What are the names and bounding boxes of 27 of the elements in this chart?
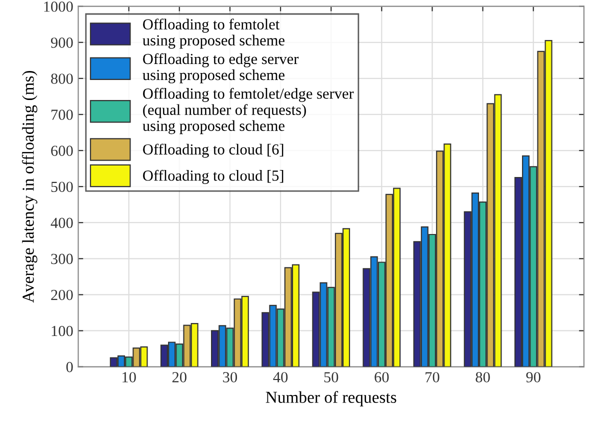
x-tick-label: 70	[426, 372, 440, 382]
x-tick-label: 40	[273, 372, 288, 382]
y-tick-label: 400	[50, 218, 73, 228]
y-tick-label: 200	[51, 290, 73, 300]
y-tick-label: 0	[66, 362, 73, 372]
y-tick-label: 600	[51, 146, 73, 156]
legend-label: Offloading to cloud [6]	[143, 144, 284, 158]
y-tick-label: 900	[50, 38, 73, 48]
x-tick-label: 60	[374, 372, 389, 382]
x-tick-label: 10	[122, 372, 136, 382]
y-tick-label: 800	[51, 74, 73, 84]
x-tick-label: 20	[172, 372, 186, 382]
y-tick-label: 700	[51, 110, 73, 120]
x-tick-label: 80	[476, 372, 490, 382]
x-tick-label: 30	[223, 372, 238, 382]
legend-label: Offloading to edge server using proposed scheme	[142, 53, 299, 84]
y-tick-label: 100	[52, 326, 73, 336]
legend-label: Offloading to cloud [5]	[143, 170, 284, 184]
y-tick-label: 500	[51, 182, 73, 192]
x-tick-label: 50	[324, 372, 338, 382]
y-axis-title: Average latency in offloading (ms)	[22, 70, 38, 303]
legend-label: Offloading to femtolet using proposed scheme	[142, 18, 284, 49]
y-tick-label: 300	[51, 254, 73, 264]
x-axis-title: Number of requests	[266, 391, 396, 406]
x-tick-label: 90	[526, 372, 540, 382]
y-tick-label: 1000	[44, 2, 73, 12]
legend-label: Offloading to femtolet/edge server (equal number of requests) using proposed scheme	[142, 88, 354, 134]
